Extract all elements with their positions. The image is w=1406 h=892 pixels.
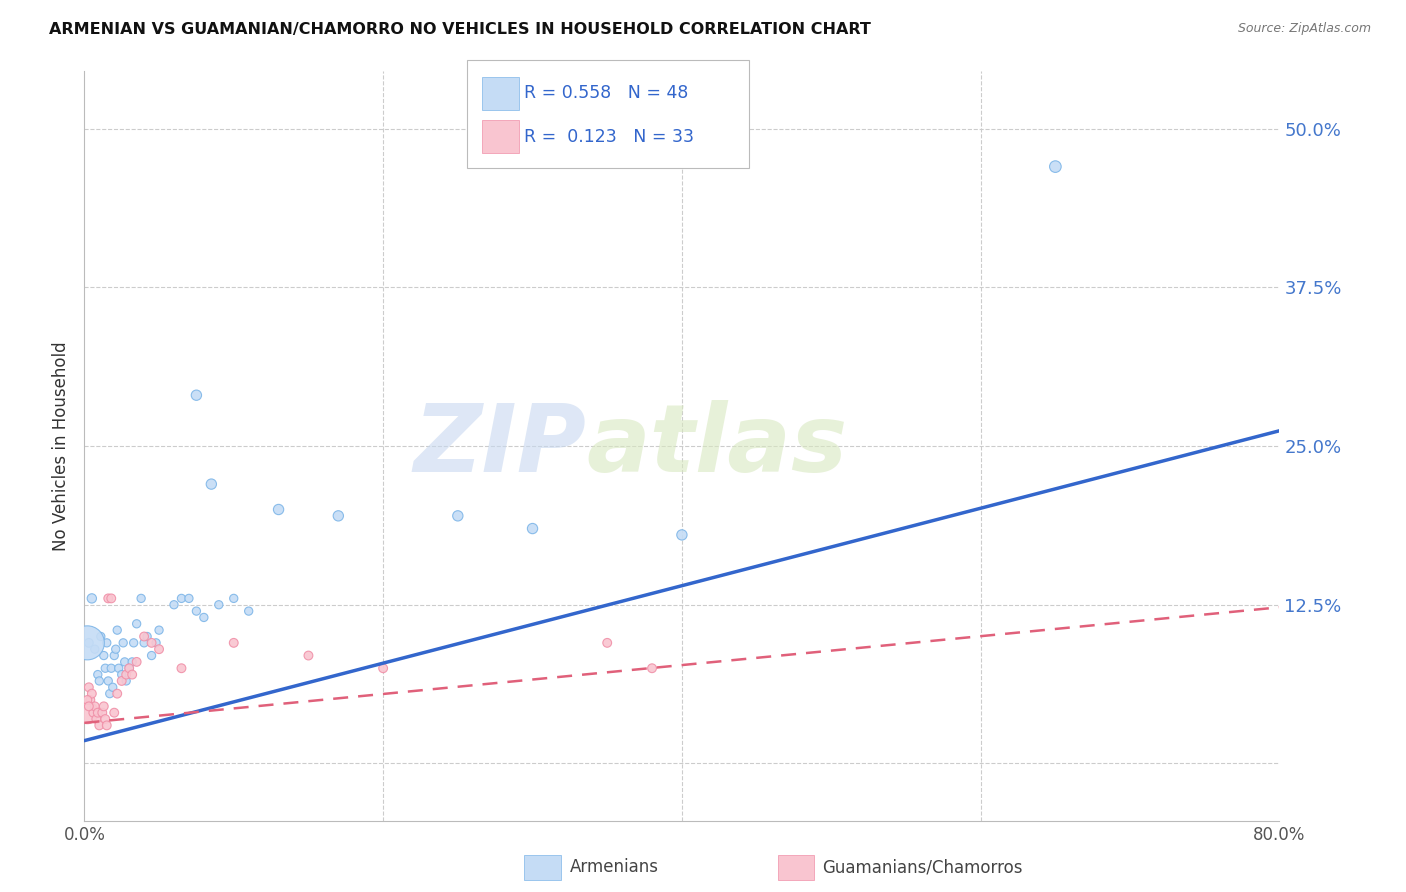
Point	[222, 636, 245, 650]
Point	[170, 591, 193, 606]
Point	[208, 598, 231, 612]
Point	[77, 681, 100, 695]
Point	[177, 591, 200, 606]
Point	[1045, 160, 1067, 174]
Text: ARMENIAN VS GUAMANIAN/CHAMORRO NO VEHICLES IN HOUSEHOLD CORRELATION CHART: ARMENIAN VS GUAMANIAN/CHAMORRO NO VEHICL…	[49, 22, 872, 37]
Point	[170, 661, 193, 675]
Point	[103, 706, 125, 720]
Point	[129, 591, 152, 606]
Point	[76, 706, 98, 720]
Point	[105, 687, 128, 701]
Text: R =  0.123   N = 33: R = 0.123 N = 33	[524, 128, 695, 146]
Text: ZIP: ZIP	[413, 400, 586, 492]
Point	[98, 687, 121, 701]
Point	[91, 706, 114, 720]
Point	[297, 648, 319, 663]
Point	[80, 687, 103, 701]
Point	[104, 642, 127, 657]
Point	[136, 630, 159, 644]
Point	[641, 661, 664, 675]
Point	[107, 661, 129, 675]
Point	[328, 508, 350, 523]
Point	[118, 661, 141, 675]
Point	[115, 667, 138, 681]
Point	[267, 502, 290, 516]
Point	[114, 655, 136, 669]
Point	[132, 636, 156, 650]
Point	[100, 661, 122, 675]
Point	[186, 604, 208, 618]
Point	[77, 699, 100, 714]
Point	[447, 508, 470, 523]
Point	[77, 636, 100, 650]
Point	[145, 636, 167, 650]
Point	[118, 661, 141, 675]
Point	[100, 591, 122, 606]
Point	[82, 706, 104, 720]
Text: Guamanians/Chamorros: Guamanians/Chamorros	[823, 858, 1024, 877]
Point	[163, 598, 186, 612]
Point	[112, 636, 135, 650]
Point	[76, 693, 98, 707]
Point	[93, 699, 115, 714]
Point	[94, 661, 117, 675]
Text: Armenians: Armenians	[569, 858, 658, 877]
Point	[89, 673, 111, 688]
Point	[193, 610, 215, 624]
Point	[86, 712, 108, 726]
Point	[87, 706, 110, 720]
Point	[90, 630, 112, 644]
Point	[94, 712, 117, 726]
Point	[101, 681, 124, 695]
Point	[103, 648, 125, 663]
Point	[222, 591, 245, 606]
Point	[97, 673, 120, 688]
Point	[79, 693, 101, 707]
Point	[125, 655, 148, 669]
Point	[122, 636, 145, 650]
Point	[96, 636, 118, 650]
Point	[671, 528, 693, 542]
Point	[373, 661, 395, 675]
Point	[141, 648, 163, 663]
Point	[238, 604, 260, 618]
Point	[522, 522, 544, 536]
Y-axis label: No Vehicles in Household: No Vehicles in Household	[52, 341, 70, 551]
Point	[83, 642, 105, 657]
Text: Source: ZipAtlas.com: Source: ZipAtlas.com	[1237, 22, 1371, 36]
Point	[96, 718, 118, 732]
Point	[115, 673, 138, 688]
Text: R = 0.558   N = 48: R = 0.558 N = 48	[524, 84, 689, 103]
Point	[76, 636, 98, 650]
Point	[87, 667, 110, 681]
Point	[132, 630, 156, 644]
Text: atlas: atlas	[586, 400, 848, 492]
Point	[596, 636, 619, 650]
Point	[83, 699, 105, 714]
Point	[148, 623, 170, 637]
Point	[111, 673, 134, 688]
Point	[105, 623, 128, 637]
Point	[93, 648, 115, 663]
Point	[148, 642, 170, 657]
Point	[89, 718, 111, 732]
Point	[125, 616, 148, 631]
Point	[200, 477, 222, 491]
Point	[80, 591, 103, 606]
Point	[141, 636, 163, 650]
Point	[121, 667, 143, 681]
Point	[97, 591, 120, 606]
Point	[111, 667, 134, 681]
Point	[186, 388, 208, 402]
Point	[121, 655, 143, 669]
